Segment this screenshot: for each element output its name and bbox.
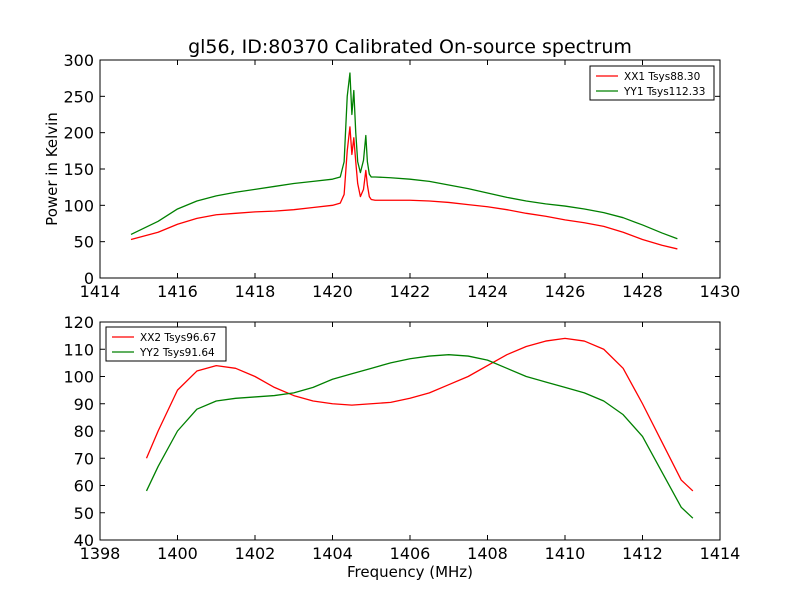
x-tick-label: 1428 (622, 282, 663, 301)
y-tick-label: 40 (74, 531, 94, 550)
x-tick-label: 1426 (545, 282, 586, 301)
x-tick-label: 1400 (157, 544, 198, 563)
legend-entry: YY1 Tsys112.33 (623, 86, 705, 98)
figure-title: gl56, ID:80370 Calibrated On-source spec… (188, 36, 632, 58)
top-spectrum-plot: 1414 1416 1418 1420 1422 1424 1426 1428 1430 0 50 1… (43, 51, 740, 301)
x-tick-label: 1418 (235, 282, 276, 301)
legend-box (589, 65, 715, 101)
y-tick-label: 50 (74, 504, 94, 523)
y-axis-label: Power in Kelvin (43, 112, 61, 226)
x-tick-label: 1430 (700, 282, 741, 301)
series-line-yy1 (130, 72, 678, 240)
legend: XX1 Tsys88.30 YY1 Tsys112.33 (589, 65, 715, 101)
series-line-yy2 (145, 354, 694, 519)
y-tick-label: 110 (63, 340, 94, 359)
series-line-xx1 (130, 126, 678, 250)
y-tick-label: 100 (63, 196, 94, 215)
x-tick-label: 1414 (80, 282, 121, 301)
y-tick-label: 70 (74, 449, 94, 468)
x-tick-label: 1422 (390, 282, 431, 301)
x-tick-label: 1402 (235, 544, 276, 563)
x-tick-label: 1406 (390, 544, 431, 563)
bottom-spectrum-plot: 1398 1400 1402 1404 1406 1408 1410 1412 1414 40 50… (63, 313, 740, 581)
legend-entry: YY2 Tsys91.64 (139, 347, 215, 359)
y-tick-label: 50 (74, 233, 94, 252)
x-tick-label: 1410 (545, 544, 586, 563)
x-tick-label: 1404 (312, 544, 353, 563)
x-axis-label: Frequency (MHz) (347, 563, 473, 581)
x-tick-label: 1408 (467, 544, 508, 563)
x-tick-label: 1416 (157, 282, 198, 301)
x-tick-label: 1412 (622, 544, 663, 563)
legend-box (105, 326, 227, 362)
series-line-xx2 (145, 337, 694, 492)
y-tick-label: 0 (84, 269, 94, 288)
y-tick-label: 60 (74, 477, 94, 496)
y-tick-label: 200 (63, 124, 94, 143)
y-tick-label: 300 (63, 51, 94, 70)
x-tick-label: 1414 (700, 544, 741, 563)
y-tick-label: 80 (74, 422, 94, 441)
x-tick-label: 1398 (80, 544, 121, 563)
legend: XX2 Tsys96.67 YY2 Tsys91.64 (105, 326, 227, 362)
x-tick-label: 1424 (467, 282, 508, 301)
y-tick-label: 150 (63, 160, 94, 179)
y-tick-label: 90 (74, 395, 94, 414)
legend-entry: XX2 Tsys96.67 (140, 332, 216, 344)
x-tick-label: 1420 (312, 282, 353, 301)
legend-entry: XX1 Tsys88.30 (624, 71, 700, 83)
y-tick-label: 100 (63, 368, 94, 387)
y-tick-label: 120 (63, 313, 94, 332)
y-tick-label: 250 (63, 87, 94, 106)
